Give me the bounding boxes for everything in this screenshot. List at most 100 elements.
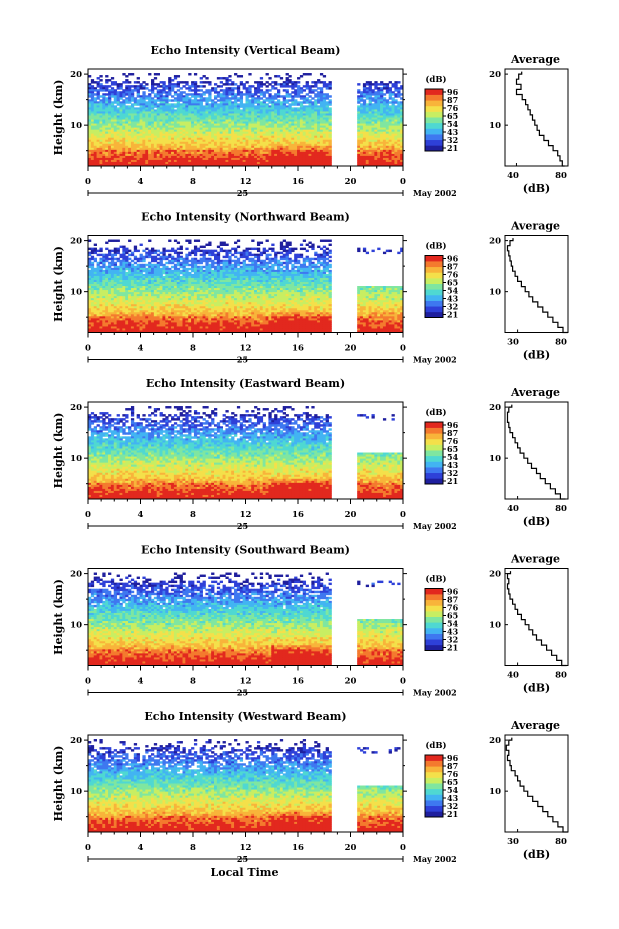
colorbar-tick-label: 43 [447, 793, 459, 803]
colorbar-tick-label: 54 [447, 785, 459, 795]
month-label: May 2002 [413, 188, 457, 198]
x-tick-label: 12 [240, 344, 252, 354]
panel-title: Echo Intensity (Westward Beam) [144, 710, 346, 723]
average-line [506, 238, 568, 334]
x-tick-label: 12 [240, 510, 252, 520]
colorbar-tick-label: 87 [447, 761, 458, 771]
y-tick-label: 20 [70, 237, 82, 247]
x-tick-label: 8 [190, 344, 196, 354]
colorbar-tick-label: 43 [447, 460, 459, 470]
y-tick-label: 20 [70, 403, 82, 413]
x-tick-label: 16 [292, 510, 304, 520]
avg-x-axis-label: (dB) [523, 515, 550, 528]
colorbar-tick-label: 54 [447, 452, 459, 462]
colorbar-tick-label: 43 [447, 294, 459, 304]
x-tick-label: 8 [190, 843, 196, 853]
average-line [506, 404, 566, 500]
avg-x-tick-label: 80 [555, 671, 567, 681]
colorbar-tick-label: 21 [447, 476, 458, 486]
x-tick-label: 20 [345, 344, 357, 354]
colorbar-tick-label: 65 [447, 777, 458, 787]
average-profile: Average 20 10 40 80 (dB) [489, 53, 569, 195]
avg-y-tick-label: 10 [489, 787, 501, 797]
month-label: May 2002 [413, 355, 457, 365]
colorbar-tick-label: 87 [447, 595, 458, 605]
avg-y-tick-label: 20 [489, 237, 501, 247]
colorbar-tick-label: 43 [447, 627, 459, 637]
day-label: 25 [237, 688, 248, 698]
colorbar-tick-label: 76 [447, 436, 459, 446]
y-axis-label: Height (km) [52, 413, 65, 489]
panel-title: Echo Intensity (Northward Beam) [141, 211, 350, 224]
x-tick-label: 0 [85, 344, 91, 354]
avg-y-tick-label: 10 [489, 121, 501, 131]
x-tick-label: 0 [85, 510, 91, 520]
y-tick-label: 10 [70, 288, 82, 298]
y-axis-label: Height (km) [52, 579, 65, 655]
avg-y-tick-label: 20 [489, 570, 501, 580]
x-tick-label: 4 [138, 344, 144, 354]
x-tick-label: 16 [292, 177, 304, 187]
colorbar-tick-label: 21 [447, 310, 458, 320]
panel-title: Echo Intensity (Southward Beam) [141, 544, 350, 557]
colorbar-tick-label: 76 [447, 270, 459, 280]
y-tick-label: 20 [70, 570, 82, 580]
y-tick-label: 10 [70, 787, 82, 797]
colorbar-title: (dB) [425, 241, 446, 252]
colorbar-title: (dB) [425, 407, 446, 418]
colorbar-title: (dB) [425, 74, 446, 85]
panel-2: Echo Intensity (Northward Beam) 20 10 Heigh… [52, 211, 569, 365]
average-line [515, 71, 565, 167]
x-tick-label: 0 [85, 177, 91, 187]
colorbar-tick-label: 32 [447, 135, 458, 145]
average-profile: Average 20 10 40 80 (dB) [489, 386, 569, 528]
panel-title: Echo Intensity (Eastward Beam) [146, 377, 345, 390]
heatmap-image [88, 239, 404, 333]
colorbar-tick-label: 43 [447, 127, 459, 137]
avg-y-tick-label: 20 [489, 403, 501, 413]
colorbar-tick-label: 65 [447, 111, 458, 121]
x-tick-label: 8 [190, 177, 196, 187]
average-title: Average [510, 553, 560, 566]
day-label: 25 [237, 854, 248, 864]
panel-1: Echo Intensity (Vertical Beam) 20 10 Height… [52, 44, 569, 198]
x-tick-label: 16 [292, 843, 304, 853]
month-label: May 2002 [413, 521, 457, 531]
colorbar-tick-label: 21 [447, 643, 458, 653]
average-title: Average [510, 53, 560, 66]
avg-x-tick-label: 80 [555, 504, 567, 514]
average-profile: Average 20 10 30 80 (dB) [489, 220, 569, 362]
x-tick-label: 20 [345, 843, 357, 853]
colorbar-tick-label: 87 [447, 428, 458, 438]
colorbar-title: (dB) [425, 574, 446, 585]
y-tick-label: 10 [70, 121, 82, 131]
avg-y-tick-label: 20 [489, 70, 501, 80]
avg-y-tick-label: 20 [489, 736, 501, 746]
avg-y-tick-label: 10 [489, 454, 501, 464]
x-tick-label: 12 [240, 677, 252, 687]
x-axis-label: Local Time [211, 866, 279, 879]
colorbar-tick-label: 32 [447, 801, 458, 811]
avg-x-tick-label: 80 [555, 338, 567, 348]
day-label: 25 [237, 355, 248, 365]
avg-x-tick-label: 80 [555, 171, 567, 181]
y-tick-label: 10 [70, 454, 82, 464]
x-tick-label: 12 [240, 843, 252, 853]
x-tick-label: 0 [400, 344, 406, 354]
x-tick-label: 0 [400, 843, 406, 853]
colorbar-tick-label: 96 [447, 753, 459, 763]
x-tick-label: 0 [400, 677, 406, 687]
y-tick-label: 10 [70, 621, 82, 631]
x-tick-label: 0 [85, 843, 91, 853]
x-tick-label: 12 [240, 177, 252, 187]
colorbar-tick-label: 21 [447, 143, 458, 153]
heatmap-image [88, 572, 404, 666]
month-label: May 2002 [413, 688, 457, 698]
x-tick-label: 20 [345, 177, 357, 187]
panel-4: Echo Intensity (Southward Beam) 20 10 Heigh… [52, 544, 569, 698]
x-tick-label: 20 [345, 677, 357, 687]
average-title: Average [510, 220, 560, 233]
panel-5: Echo Intensity (Westward Beam) 20 10 Height… [52, 710, 569, 864]
